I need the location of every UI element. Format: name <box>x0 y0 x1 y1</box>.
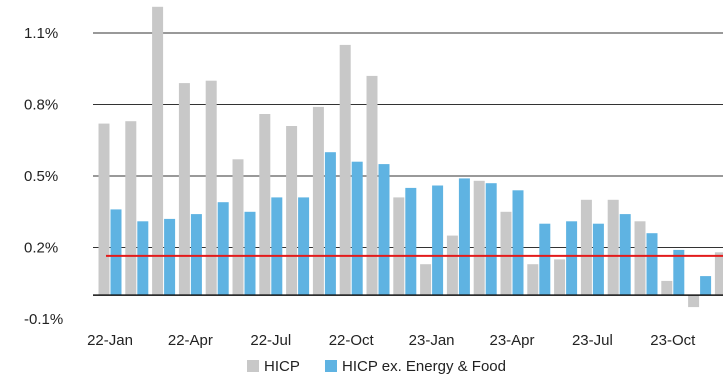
bar-hicp-core <box>110 209 122 296</box>
bar-hicp-core <box>700 276 712 296</box>
bar-hicp-core <box>405 187 417 296</box>
bar-hicp <box>366 75 378 296</box>
x-tick-label: 23-Oct <box>650 332 696 349</box>
x-tick-label: 22-Apr <box>168 332 213 349</box>
bar-hicp <box>446 235 458 296</box>
overlay-layer <box>93 254 723 296</box>
bar-hicp <box>393 197 405 296</box>
bar-hicp-core <box>619 214 631 296</box>
bar-hicp-core <box>271 197 283 296</box>
bar-hicp <box>688 295 700 308</box>
bar-layer <box>98 6 723 308</box>
x-tick-label: 23-Apr <box>489 332 534 349</box>
y-tick-label: 1.1% <box>24 25 58 42</box>
bar-hicp <box>580 199 592 296</box>
bar-hicp <box>205 80 217 296</box>
bar-hicp-core <box>164 218 176 296</box>
bar-hicp-core <box>566 221 578 296</box>
bar-hicp <box>661 280 673 296</box>
legend-label-hicp-core: HICP ex. Energy & Food <box>342 358 506 375</box>
bar-hicp-core <box>378 164 390 296</box>
bar-hicp <box>554 259 566 296</box>
bar-hicp-core <box>432 185 444 296</box>
legend-swatch-hicp <box>247 360 259 372</box>
bar-hicp <box>125 121 137 296</box>
x-tick-label: 23-Jul <box>572 332 613 349</box>
x-tick-label: 23-Jan <box>409 332 455 349</box>
y-tick-label: 0.8% <box>24 97 58 114</box>
bar-hicp <box>500 211 512 296</box>
bar-hicp-core <box>217 202 229 296</box>
bar-hicp-core <box>646 233 658 296</box>
bar-hicp <box>527 264 539 296</box>
x-tick-label: 22-Jan <box>87 332 133 349</box>
x-tick-label: 22-Jul <box>250 332 291 349</box>
bar-hicp-core <box>298 197 310 296</box>
bar-hicp <box>259 114 271 296</box>
y-tick-label: 0.2% <box>24 240 58 257</box>
bar-hicp <box>473 180 485 296</box>
bar-hicp <box>634 221 646 296</box>
bar-hicp-core <box>673 249 685 296</box>
bar-hicp-core <box>244 211 256 296</box>
bar-hicp-core <box>190 214 202 296</box>
bar-hicp-core <box>324 152 336 296</box>
x-tick-label: 22-Oct <box>329 332 375 349</box>
y-tick-label: -0.1% <box>24 311 63 328</box>
bar-hicp <box>178 83 190 296</box>
legend: HICP HICP ex. Energy & Food <box>247 358 506 375</box>
bar-hicp-core <box>512 190 524 296</box>
bar-hicp <box>98 123 110 296</box>
bar-hicp-core <box>485 183 497 296</box>
axis-layer: -0.1% 0.2% 0.5% 0.8% 1.1% 22-Jan 22-Apr 22-Jul 2… <box>24 25 696 349</box>
bar-hicp <box>152 6 164 296</box>
bar-hicp <box>420 264 432 296</box>
bar-hicp-core <box>539 223 551 296</box>
bar-hicp <box>714 252 723 296</box>
bar-hicp <box>339 44 351 296</box>
y-tick-label: 0.5% <box>24 168 58 185</box>
bar-hicp <box>312 106 324 296</box>
legend-swatch-hicp-core <box>325 360 337 372</box>
bar-hicp <box>286 126 298 296</box>
bar-hicp <box>232 159 244 296</box>
bar-hicp-core <box>592 223 604 296</box>
bar-hicp <box>607 199 619 296</box>
bar-hicp-core <box>458 178 470 296</box>
bar-hicp-core <box>351 161 363 296</box>
bar-hicp-core <box>137 221 149 296</box>
legend-label-hicp: HICP <box>264 358 300 375</box>
